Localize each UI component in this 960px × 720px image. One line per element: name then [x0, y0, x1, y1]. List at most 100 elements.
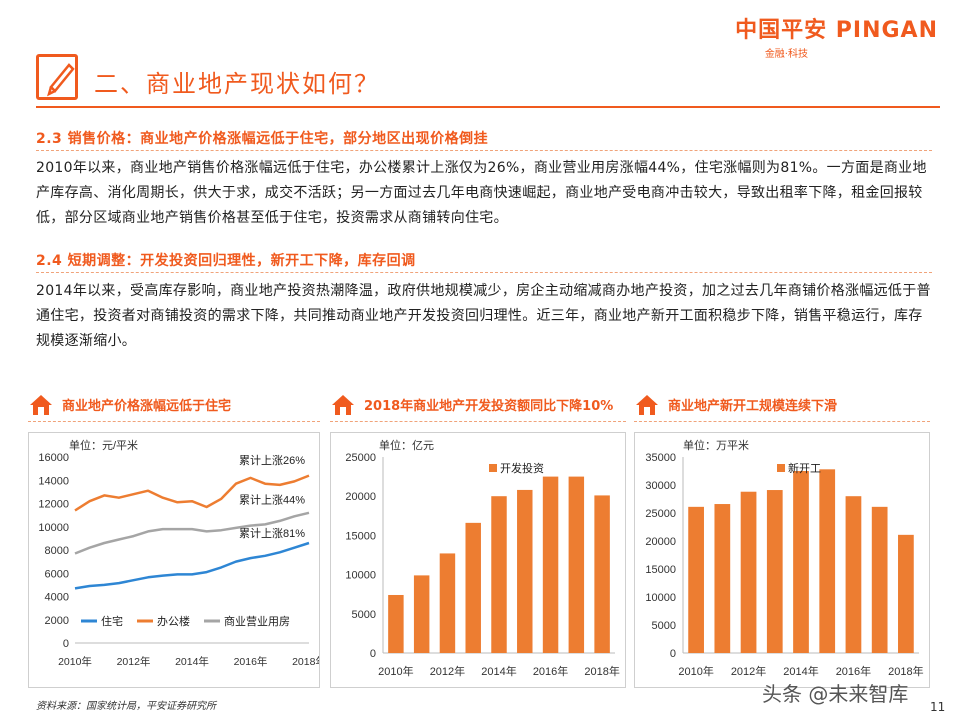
- x-tick-label: 2016年: [533, 664, 568, 678]
- panel-price: 商业地产价格涨幅远低于住宅 单位：元/平米 0 2000 4000 6000 8000 10…: [28, 388, 326, 690]
- chart-unit: 单位：万平米: [683, 438, 749, 452]
- series-line: [74, 541, 310, 590]
- x-tick-label: 2018年: [584, 664, 619, 678]
- y-tick-label: 0: [670, 648, 676, 660]
- series-line: [74, 474, 310, 512]
- pingan-logo: 中国平安 PINGAN 金融·科技: [735, 12, 938, 60]
- section-title-2-3: 2.3 销售价格：商业地产价格涨幅远低于住宅，部分地区出现价格倒挂: [36, 131, 489, 147]
- x-tick-label: 2010年: [58, 655, 92, 668]
- house-icon: [30, 395, 52, 415]
- bar: [793, 471, 809, 653]
- legend-label: 住宅: [101, 614, 123, 628]
- bar: [491, 496, 507, 653]
- y-tick-label: 14000: [38, 475, 69, 487]
- legend-label: 新开工: [788, 461, 821, 475]
- y-tick-label: 10000: [645, 592, 676, 604]
- source-note: 资料来源：国家统计局，平安证券研究所: [36, 701, 216, 712]
- x-tick-label: 2012年: [731, 664, 766, 678]
- y-tick-label: 10000: [345, 570, 376, 582]
- y-tick-label: 12000: [38, 499, 69, 511]
- legend-label: 办公楼: [157, 614, 190, 628]
- y-tick-label: 5000: [352, 609, 376, 621]
- chart-unit: 单位：亿元: [379, 438, 434, 452]
- bar: [568, 476, 585, 653]
- bar: [714, 504, 731, 653]
- series-line: [74, 511, 310, 555]
- y-tick-label: 0: [370, 648, 376, 660]
- legend-label: 开发投资: [500, 461, 544, 475]
- y-tick-label: 25000: [645, 508, 676, 520]
- legend-swatch: [489, 464, 497, 472]
- page-title: 二、商业地产现状如何？: [94, 70, 380, 98]
- chart-frame: 单位：亿元 0 5000 10000 15000 20000 25000 2010年 2012年…: [330, 432, 626, 688]
- x-tick-label: 2016年: [234, 655, 268, 668]
- page-number: 11: [930, 700, 946, 714]
- house-icon: [636, 395, 658, 415]
- bar: [819, 469, 836, 653]
- y-tick-label: 2000: [45, 615, 69, 627]
- x-tick-label: 2014年: [783, 664, 818, 678]
- x-tick-label: 2012年: [117, 655, 151, 668]
- y-tick-label: 20000: [345, 491, 376, 503]
- panel-header: 商业地产新开工规模连续下滑: [634, 388, 930, 422]
- x-tick-label: 2010年: [678, 664, 713, 678]
- y-tick-label: 8000: [45, 545, 69, 557]
- pencil-icon: [36, 54, 78, 100]
- bar: [845, 496, 862, 653]
- y-tick-label: 20000: [645, 536, 676, 548]
- bar: [388, 594, 404, 653]
- x-tick-label: 2018年: [292, 655, 319, 668]
- section-divider: [36, 272, 932, 273]
- chart-unit: 单位：元/平米: [69, 438, 138, 452]
- watermark: 头条 @未来智库: [762, 682, 909, 706]
- data-annotation: 累计上涨81%: [239, 527, 305, 540]
- y-tick-label: 15000: [345, 530, 376, 542]
- y-tick-label: 25000: [345, 452, 376, 464]
- bar: [413, 575, 430, 653]
- x-tick-label: 2014年: [481, 664, 516, 678]
- chart-frame: 单位：万平米 0 5000 10000 15000 20000 25000 30000 3500…: [634, 432, 930, 688]
- y-tick-label: 4000: [45, 592, 69, 604]
- bar-chart-investment: 单位：亿元 0 5000 10000 15000 20000 25000 2010年 2012年…: [345, 438, 619, 678]
- section-text-2-3: 2010年以来，商业地产销售价格涨幅远低于住宅，办公楼累计上涨仅为26%，商业营…: [36, 160, 927, 226]
- y-tick-label: 35000: [645, 452, 676, 464]
- bar: [517, 489, 533, 653]
- panel-investment: 2018年商业地产开发投资额同比下降10% 单位：亿元 0 5000 10000 150…: [330, 388, 626, 690]
- data-annotation: 累计上涨44%: [239, 494, 305, 507]
- bar: [439, 553, 456, 653]
- y-tick-label: 6000: [45, 568, 69, 580]
- bar: [465, 522, 481, 653]
- y-tick-label: 5000: [652, 620, 676, 632]
- legend-swatch: [777, 464, 785, 472]
- y-tick-label: 15000: [645, 564, 676, 576]
- x-tick-label: 2012年: [430, 664, 465, 678]
- line-chart-price: 单位：元/平米 0 2000 4000 6000 8000 10000 12000 14000 1…: [38, 438, 326, 668]
- section-text-2-4: 2014年以来，受高库存影响，商业地产投资热潮降温，政府供地规模减少，房企主动缩…: [36, 283, 931, 349]
- bar: [594, 495, 610, 653]
- x-tick-label: 2018年: [888, 664, 923, 678]
- bar: [542, 476, 559, 653]
- y-tick-label: 10000: [38, 522, 69, 534]
- panel-title: 2018年商业地产开发投资额同比下降10%: [364, 399, 614, 414]
- bar: [766, 490, 783, 653]
- bar: [898, 534, 914, 653]
- logo-main: 中国平安 PINGAN: [735, 18, 938, 43]
- panel-title: 商业地产新开工规模连续下滑: [668, 399, 838, 414]
- data-annotation: 累计上涨26%: [239, 454, 305, 467]
- bar: [688, 506, 704, 653]
- house-icon: [332, 395, 354, 415]
- y-tick-label: 30000: [645, 480, 676, 492]
- bar-chart-new-construction: 单位：万平米 0 5000 10000 15000 20000 25000 30000 3500…: [645, 438, 923, 678]
- x-tick-label: 2016年: [836, 664, 871, 678]
- panel-header: 商业地产价格涨幅远低于住宅: [28, 388, 320, 422]
- legend-label: 商业营业用房: [224, 614, 290, 628]
- panel-title: 商业地产价格涨幅远低于住宅: [62, 399, 232, 414]
- section-divider: [36, 150, 932, 151]
- logo-sub: 金融·科技: [764, 49, 808, 60]
- x-tick-label: 2010年: [378, 664, 413, 678]
- title-divider: [36, 106, 940, 108]
- y-tick-label: 16000: [38, 452, 69, 464]
- section-title-2-4: 2.4 短期调整：开发投资回归理性，新开工下降，库存回调: [36, 253, 416, 269]
- x-tick-label: 2014年: [175, 655, 209, 668]
- chart-frame: 单位：元/平米 0 2000 4000 6000 8000 10000 12000 14000 1…: [28, 432, 326, 688]
